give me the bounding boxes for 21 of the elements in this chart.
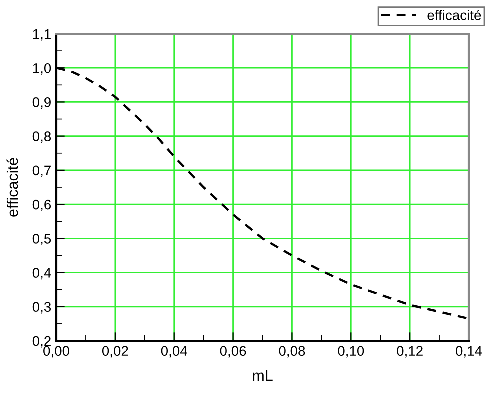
x-tick-label: 0,04 <box>161 346 188 358</box>
y-tick-label: 0,7 <box>32 166 51 178</box>
y-tick-label: 0,6 <box>32 200 52 212</box>
y-tick-label: 0,4 <box>32 268 52 280</box>
x-tick-label: 0,12 <box>397 346 423 358</box>
x-tick-label: 0,14 <box>456 346 482 358</box>
y-axis-title: efficacité <box>6 158 18 217</box>
y-tick-label: 0,5 <box>32 234 52 246</box>
x-tick-label: 0,08 <box>279 346 306 358</box>
y-tick-label: 0,2 <box>32 336 51 348</box>
legend-label: efficacité <box>428 10 482 20</box>
x-axis-title: mL <box>253 370 273 381</box>
x-tick-label: 0,00 <box>44 346 70 358</box>
x-tick-label: 0,06 <box>220 346 246 358</box>
y-tick-label: 0,9 <box>32 98 51 110</box>
y-tick-label: 0,8 <box>32 132 52 144</box>
x-tick-label: 0,10 <box>338 346 364 358</box>
y-tick-label: 0,3 <box>32 302 52 314</box>
y-tick-label: 1,1 <box>33 29 51 41</box>
y-tick-label: 1,0 <box>33 63 52 75</box>
x-tick-label: 0,02 <box>102 346 128 358</box>
